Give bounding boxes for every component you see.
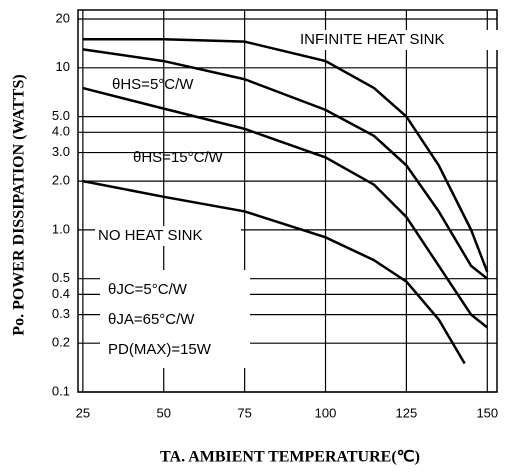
annotation-bg (95, 226, 241, 246)
y-tick-label: 0.3 (52, 306, 70, 321)
annotation: θHS=15°C/W (133, 149, 224, 166)
y-tick-label: 1.0 (52, 221, 70, 236)
y-tick-label: 10 (56, 59, 70, 74)
y-tick-label: 20 (56, 10, 70, 25)
annotation: PD(MAX)=15W (108, 341, 212, 358)
y-axis-label: Po. POWER DISSIPATION (WATTS) (11, 74, 28, 335)
line (82, 48, 489, 280)
x-tick-label: 25 (76, 405, 90, 420)
annotation-bg (297, 30, 515, 50)
annotation-box (100, 270, 250, 368)
y-tick-label: 5.0 (52, 108, 70, 123)
line (82, 86, 489, 329)
annotation: θHS=5°C/W (112, 76, 194, 93)
annotation: θJC=5°C/W (108, 281, 188, 298)
y-tick-label: 4.0 (52, 124, 70, 139)
y-tick-label: 3.0 (52, 144, 70, 159)
y-tick-label: 0.5 (52, 270, 70, 285)
line (82, 38, 489, 273)
annotation: θJA=65°C/W (108, 311, 195, 328)
line (82, 179, 466, 365)
x-axis-label: TA. AMBIENT TEMPERATURE(℃) (160, 449, 420, 466)
annotation: NO HEAT SINK (98, 227, 202, 244)
y-tick-label: 0.1 (52, 383, 70, 398)
y-tick-label: 0.4 (52, 286, 70, 301)
y-tick-label: 2.0 (52, 173, 70, 188)
x-tick-label: 75 (237, 405, 251, 420)
annotation: INFINITE HEAT SINK (300, 31, 444, 48)
x-tick-label: 125 (396, 405, 418, 420)
x-tick-label: 150 (476, 405, 498, 420)
x-tick-label: 100 (315, 405, 337, 420)
y-tick-label: 0.2 (52, 335, 70, 350)
x-tick-label: 50 (157, 405, 171, 420)
